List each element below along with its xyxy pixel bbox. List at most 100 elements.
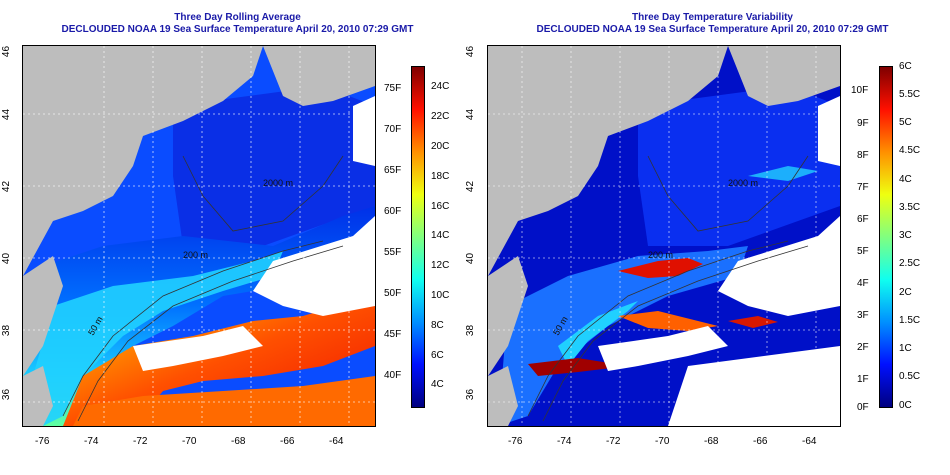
lon-tick: -68 [231, 436, 246, 447]
variability-north [638, 86, 840, 246]
gulf-stream [63, 296, 375, 426]
colorbar-c-tick: 6C [431, 350, 444, 361]
lat-tick: 40 [1, 252, 13, 265]
colorbar-f-tick: 3F [857, 310, 869, 321]
lat-tick: 44 [465, 108, 477, 121]
colorbar-c-tick: 16C [431, 201, 450, 212]
lat-tick: 42 [1, 180, 13, 193]
cloud-mask [668, 346, 840, 426]
lat-tick: 42 [465, 180, 477, 193]
lon-tick: -72 [606, 436, 621, 447]
lat-tick: 46 [465, 45, 477, 58]
variability-front [728, 316, 778, 328]
variability-front [618, 258, 703, 278]
colorbar-c-tick: 1.5C [899, 315, 921, 326]
right-panel-subtitle: DECLOUDED NOAA 19 Sea Surface Temperatur… [536, 24, 889, 35]
lon-tick: -66 [280, 436, 295, 447]
sst-average-map: 2000 m 200 m 50 m [22, 45, 376, 427]
lat-tick: 44 [1, 108, 13, 121]
lat-tick: 36 [465, 388, 477, 401]
slope-water [33, 251, 283, 426]
left-panel-subtitle: DECLOUDED NOAA 19 Sea Surface Temperatur… [61, 24, 414, 35]
depth-contour [527, 240, 789, 417]
colorbar-c-tick: 3C [899, 230, 912, 241]
lat-tick: 38 [465, 324, 477, 337]
colorbar-f-tick: 70F [384, 124, 402, 135]
colorbar-f-tick: 7F [857, 182, 869, 193]
lon-tick: -64 [329, 436, 344, 447]
land-mid-atlantic [488, 256, 528, 376]
colorbar-f-tick: 9F [857, 118, 869, 129]
variability-colorbar [879, 66, 893, 408]
lat-tick: 36 [1, 388, 13, 401]
land-mainland [23, 46, 263, 276]
colorbar-f-tick: 65F [384, 165, 402, 176]
contour-label: 200 m [648, 250, 673, 260]
colorbar-f-tick: 8F [857, 150, 869, 161]
colorbar-f-tick: 6F [857, 214, 869, 225]
colorbar-c-tick: 1C [899, 343, 912, 354]
land-carolina [23, 366, 53, 426]
lon-tick: -72 [133, 436, 148, 447]
colorbar-c-tick: 0.5C [899, 371, 921, 382]
colorbar-c-tick: 5.5C [899, 89, 921, 100]
colorbar-c-tick: 4C [431, 379, 444, 390]
left-panel-title: Three Day Rolling Average [174, 12, 301, 23]
sst-variability-map-svg: 2000 m 200 m 50 m [488, 46, 840, 426]
lon-tick: -74 [557, 436, 572, 447]
depth-contour [182, 155, 344, 232]
colorbar-c-tick: 4.5C [899, 145, 921, 156]
colorbar-f-tick: 10F [851, 85, 869, 96]
sst-colorbar [411, 66, 425, 408]
variability-front [618, 311, 718, 331]
depth-contour [77, 245, 344, 422]
lon-tick: -70 [182, 436, 197, 447]
colorbar-c-tick: 8C [431, 320, 444, 331]
colorbar-f-tick: 45F [384, 329, 402, 340]
land-carolina [488, 366, 518, 426]
colorbar-c-tick: 22C [431, 111, 450, 122]
cloud-mask [133, 326, 263, 371]
colorbar-c-tick: 3.5C [899, 202, 921, 213]
land-nova-scotia [263, 46, 375, 106]
lat-tick: 46 [1, 45, 13, 58]
gulf-of-maine-water [173, 86, 375, 246]
lon-tick: -68 [704, 436, 719, 447]
variability-shelf [498, 246, 748, 426]
colorbar-c-tick: 12C [431, 260, 450, 271]
colorbar-c-tick: 2.5C [899, 258, 921, 269]
colorbar-c-tick: 6C [899, 61, 912, 72]
colorbar-c-tick: 5C [899, 117, 912, 128]
colorbar-f-tick: 2F [857, 342, 869, 353]
colorbar-c-tick: 0C [899, 400, 912, 411]
colorbar-f-tick: 75F [384, 83, 402, 94]
colorbar-f-tick: 40F [384, 370, 402, 381]
land-mainland [488, 46, 728, 276]
colorbar-f-tick: 4F [857, 278, 869, 289]
depth-contour [542, 245, 809, 422]
sst-average-map-svg: 2000 m 200 m 50 m [23, 46, 375, 426]
warm-sea-south [73, 376, 375, 426]
lat-tick: 40 [465, 252, 477, 265]
graticule [23, 46, 375, 426]
sst-variability-map: 2000 m 200 m 50 m [487, 45, 841, 427]
sst-average-panel: Three Day Rolling Average DECLOUDED NOAA… [1, 12, 450, 447]
colorbar-c-tick: 2C [899, 287, 912, 298]
variability-patch [748, 166, 818, 181]
cloud-mask [818, 96, 840, 166]
land-mid-atlantic [23, 256, 63, 376]
lat-tick: 38 [1, 324, 13, 337]
cloud-mask [718, 216, 840, 316]
colorbar-c-tick: 14C [431, 230, 450, 241]
colorbar-f-tick: 55F [384, 247, 402, 258]
colorbar-f-tick: 1F [857, 374, 869, 385]
colorbar-c-tick: 4C [899, 174, 912, 185]
contour-label: 2000 m [263, 178, 293, 188]
depth-contour [647, 155, 809, 232]
variability-band [558, 301, 638, 366]
colorbar-c-tick: 10C [431, 290, 450, 301]
depth-contour [62, 240, 324, 417]
lon-tick: -66 [753, 436, 768, 447]
cloud-mask [253, 216, 375, 316]
colorbar-c-tick: 18C [431, 171, 450, 182]
